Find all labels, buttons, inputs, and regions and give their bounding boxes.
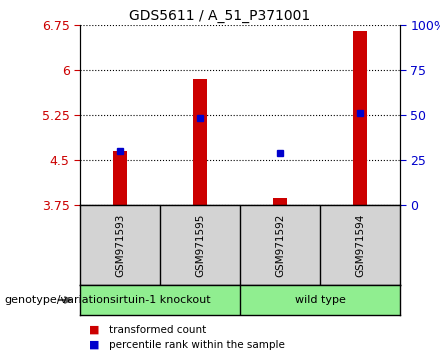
- Text: GSM971595: GSM971595: [195, 213, 205, 277]
- Text: ■: ■: [89, 325, 99, 335]
- Text: sirtuin-1 knockout: sirtuin-1 knockout: [110, 295, 210, 305]
- Bar: [113, 151, 127, 205]
- Text: ■: ■: [89, 340, 99, 350]
- Bar: [193, 79, 207, 205]
- Text: transformed count: transformed count: [109, 325, 206, 335]
- Bar: [273, 198, 287, 205]
- Text: GDS5611 / A_51_P371001: GDS5611 / A_51_P371001: [129, 9, 311, 23]
- Text: genotype/variation: genotype/variation: [4, 295, 110, 305]
- Text: GSM971594: GSM971594: [355, 213, 365, 277]
- Bar: [353, 31, 367, 205]
- Text: wild type: wild type: [294, 295, 345, 305]
- Text: GSM971592: GSM971592: [275, 213, 285, 277]
- Text: percentile rank within the sample: percentile rank within the sample: [109, 340, 285, 350]
- Text: GSM971593: GSM971593: [115, 213, 125, 277]
